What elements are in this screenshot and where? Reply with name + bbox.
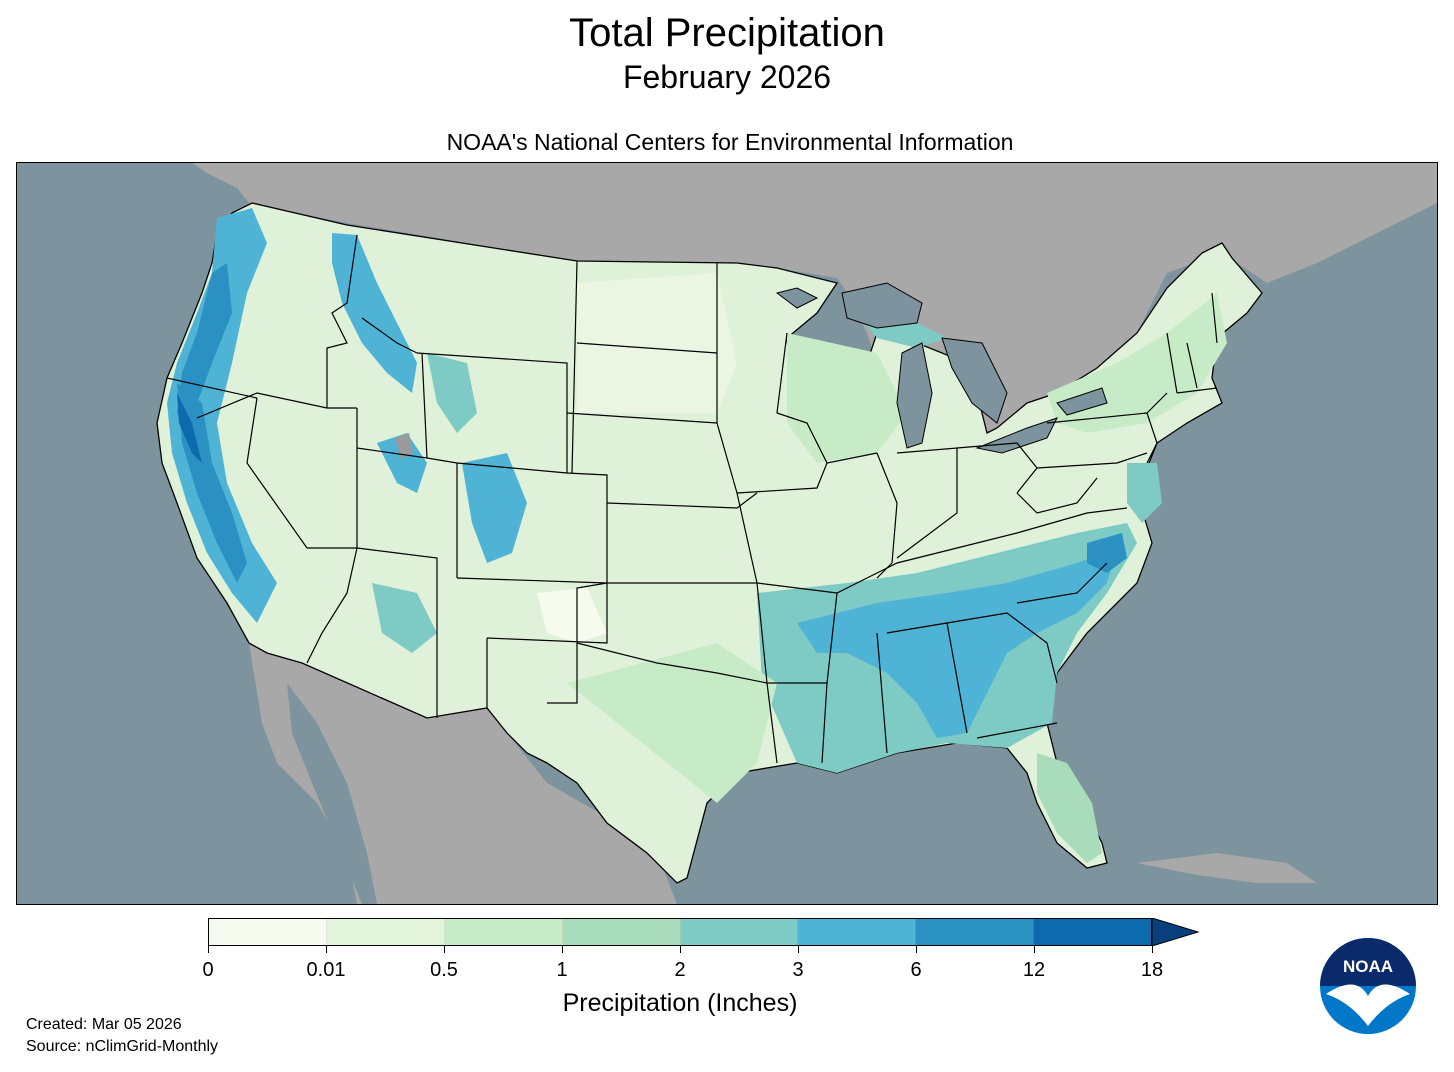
colorbar-extend-arrow xyxy=(1152,918,1200,946)
map-subtitle: February 2026 xyxy=(622,59,832,95)
colorbar-bin xyxy=(562,919,681,945)
map-title: Total Precipitation xyxy=(569,11,885,55)
colorbar-tick-label: 18 xyxy=(1140,959,1164,981)
colorbar-ticks: 0 0.01 0.5 1 2 3 6 12 18 xyxy=(202,946,1163,981)
colorbar-tick-label: 0.5 xyxy=(430,959,458,981)
created-date: Created: Mar 05 2026 xyxy=(26,1016,182,1033)
colorbar-tick-mark xyxy=(207,946,209,953)
colorbar-tick-mark xyxy=(1151,946,1153,953)
colorbar-tick-mark xyxy=(561,946,563,953)
colorbar-tick-label: 6 xyxy=(910,959,922,981)
colorbar-tick-mark xyxy=(325,946,327,953)
colorbar xyxy=(208,918,1152,946)
colorbar-tick-mark xyxy=(1033,946,1035,953)
colorbar-tick-label: 2 xyxy=(674,959,686,981)
colorbar-tick-mark xyxy=(443,946,445,953)
colorbar-bin xyxy=(916,919,1035,945)
colorbar-tick-label: 3 xyxy=(792,959,804,981)
colorbar-bin xyxy=(680,919,799,945)
colorbar-tick-mark xyxy=(797,946,799,953)
agency-label: NOAA's National Centers for Environmenta… xyxy=(446,129,1014,155)
caribbean-islands xyxy=(1137,853,1317,883)
noaa-logo: NOAA xyxy=(1316,934,1420,1038)
canada-landmass xyxy=(192,163,1437,453)
colorbar-tick-mark xyxy=(915,946,917,953)
state-boundaries xyxy=(166,234,1218,764)
colorbar-tick-label: 12 xyxy=(1022,959,1046,981)
precipitation-map xyxy=(16,162,1438,905)
colorbar-bin xyxy=(798,919,917,945)
great-salt-lake xyxy=(395,433,413,459)
colorbar-bin xyxy=(444,919,563,945)
colorbar-tick-label: 0 xyxy=(202,959,214,981)
data-source: Source: nClimGrid-Monthly xyxy=(26,1038,219,1055)
colorbar-bin xyxy=(209,919,327,945)
colorbar-bin xyxy=(326,919,445,945)
colorbar-tick-mark xyxy=(679,946,681,953)
colorbar-bin xyxy=(1034,919,1151,945)
colorbar-title: Precipitation (Inches) xyxy=(562,989,798,1017)
great-lakes xyxy=(775,282,1108,454)
gulf-of-california xyxy=(287,683,377,904)
colorbar-tick-label: 0.01 xyxy=(306,959,346,981)
noaa-logo-text: NOAA xyxy=(1343,957,1393,976)
colorbar-tick-label: 1 xyxy=(556,959,568,981)
